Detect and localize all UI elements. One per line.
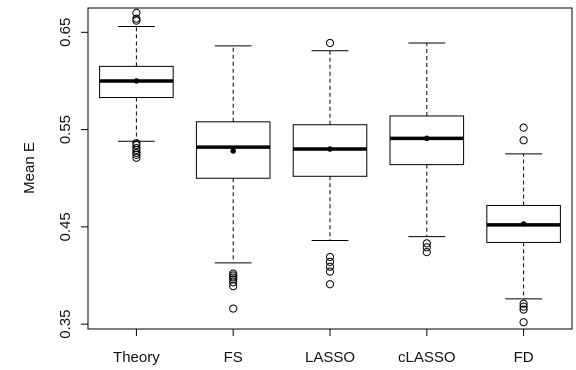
outlier-point bbox=[325, 267, 335, 276]
outlier-point bbox=[325, 262, 335, 271]
outlier-point bbox=[132, 14, 141, 23]
mean-marker bbox=[230, 148, 236, 154]
x-axis: Theory FS LASSO cLASSO FD bbox=[113, 329, 534, 366]
outlier-point bbox=[519, 136, 528, 145]
outlier-point bbox=[325, 280, 335, 289]
mean-marker bbox=[424, 135, 430, 142]
mean-marker bbox=[327, 146, 333, 152]
box-lasso bbox=[292, 38, 368, 289]
outlier-point bbox=[132, 139, 141, 148]
outlier-point bbox=[229, 304, 238, 313]
outlier-point bbox=[325, 38, 335, 48]
outlier-point bbox=[229, 269, 238, 278]
box-classo bbox=[389, 42, 465, 257]
outlier-point bbox=[132, 143, 141, 153]
outlier-point bbox=[325, 252, 335, 262]
y-tick-label: 0.65 bbox=[57, 18, 74, 47]
y-tick-label: 0.55 bbox=[57, 115, 74, 144]
outlier-point bbox=[519, 123, 528, 132]
outlier-point bbox=[422, 239, 431, 248]
box-fs bbox=[195, 45, 271, 313]
outlier-point bbox=[132, 148, 141, 158]
outlier-point bbox=[325, 257, 335, 266]
x-tick-label-lasso: LASSO bbox=[305, 349, 355, 366]
y-tick-label: 0.35 bbox=[57, 310, 74, 339]
outlier-point bbox=[519, 302, 528, 311]
outlier-point bbox=[422, 248, 431, 257]
y-axis: 0.35 0.45 0.55 0.65 bbox=[57, 18, 88, 339]
y-axis-title: Mean E bbox=[21, 142, 38, 194]
x-tick-label-classo: cLASSO bbox=[398, 349, 456, 366]
mean-marker bbox=[520, 221, 527, 227]
mean-marker bbox=[133, 78, 140, 84]
y-tick-label: 0.45 bbox=[57, 212, 74, 241]
outlier-point bbox=[519, 318, 528, 327]
outlier-point bbox=[132, 153, 141, 162]
x-tick-label-fs: FS bbox=[224, 349, 243, 366]
outlier-point bbox=[519, 299, 528, 308]
outlier-point bbox=[519, 305, 528, 314]
outlier-point bbox=[132, 8, 141, 17]
outlier-point bbox=[422, 243, 431, 252]
x-tick-label-theory: Theory bbox=[113, 349, 160, 366]
box-fd bbox=[486, 123, 561, 327]
box-series bbox=[99, 8, 561, 327]
x-tick-label-fd: FD bbox=[514, 349, 534, 366]
box-theory bbox=[99, 8, 174, 162]
